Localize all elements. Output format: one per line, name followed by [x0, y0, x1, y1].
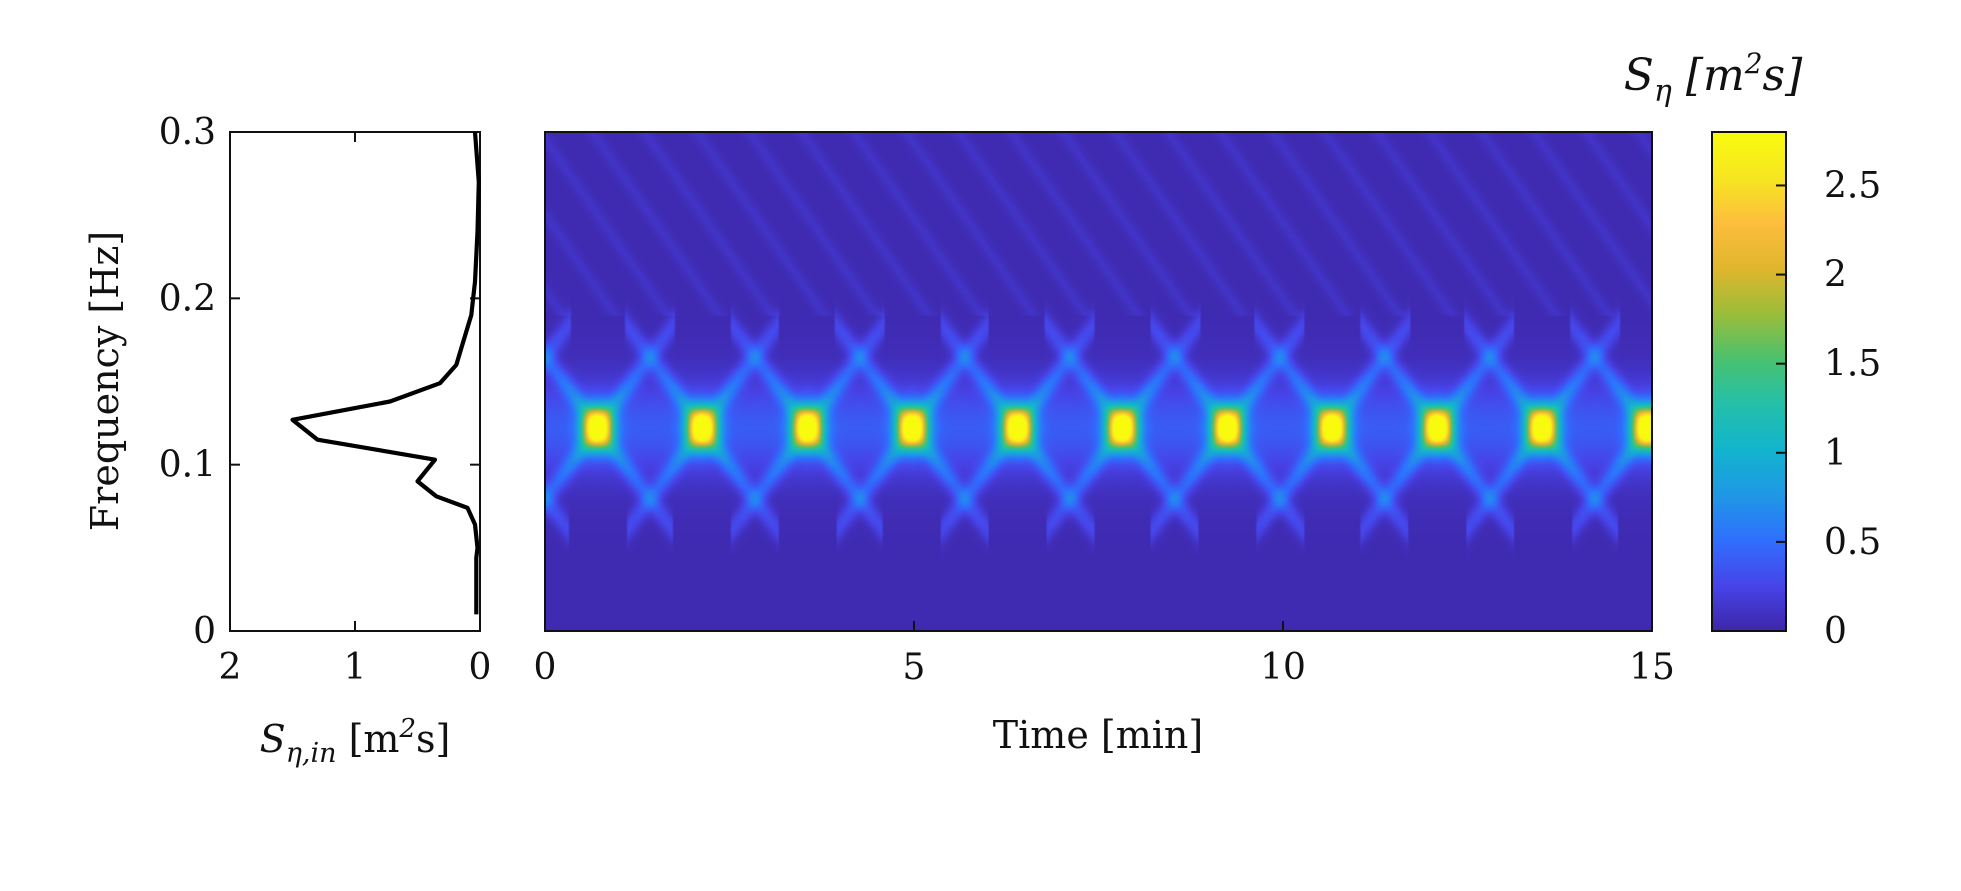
input-spectrum-ticks: 0 0.1 0.2 0.3 2 1 0: [159, 112, 492, 688]
colorbar-title: Sη [m2s]: [1624, 47, 1803, 109]
frequency-axis-label: Frequency [Hz]: [83, 231, 127, 531]
input-spectrum-x-label-unit-close: s]: [416, 717, 450, 761]
colorbar: 00.511.522.5 Sη [m2s]: [1624, 47, 1882, 652]
input-spectrum-x-label-unit-sup: 2: [398, 714, 416, 744]
spectrogram-panel: 0 5 10 15 Time [min]: [534, 131, 1675, 757]
time-tick-label: 0: [534, 647, 557, 688]
colorbar-tick-label: 0.5: [1824, 522, 1881, 563]
colorbar-title-unit-open: [m: [1672, 50, 1745, 101]
y-tick-label: 0.3: [159, 112, 216, 153]
colorbar-gradient: [1712, 132, 1786, 631]
y-tick-label: 0.2: [159, 278, 216, 319]
colorbar-title-main: S: [1624, 50, 1654, 101]
x-tick-label: 0: [469, 647, 492, 688]
input-spectrum-x-label-main: S: [260, 717, 286, 761]
time-tick-label: 5: [903, 647, 926, 688]
input-spectrum-x-label: Sη,in [m2s]: [260, 714, 451, 769]
colorbar-tick-label: 2.5: [1824, 165, 1881, 206]
y-tick-label: 0.1: [159, 445, 216, 486]
time-tick-label: 15: [1629, 647, 1675, 688]
colorbar-tick-label: 0: [1824, 611, 1847, 652]
spectrogram-axes-box: [544, 131, 1653, 632]
colorbar-title-unit-sup: 2: [1744, 47, 1763, 80]
y-tick-label: 0: [193, 611, 216, 652]
colorbar-title-sub: η: [1654, 74, 1672, 109]
input-spectrum-panel: 00.10.20.32 1 0 Frequency [Hz] Sη,in [m2s]: [83, 112, 491, 769]
x-tick-label: 2: [219, 647, 242, 688]
input-spectrum-x-label-sub: η,in: [286, 738, 337, 769]
input-spectrum-line: [290, 131, 481, 615]
colorbar-tick-label: 1: [1824, 433, 1847, 474]
colorbar-ticks: 0 0.5 1 1.5 2 2.5: [1776, 165, 1881, 652]
colorbar-box: [1711, 131, 1787, 632]
x-tick-label: 1: [344, 647, 367, 688]
time-tick-label: 10: [1260, 647, 1306, 688]
colorbar-tick-label: 1.5: [1824, 344, 1881, 385]
input-spectrum-x-label-unit-open: [m: [337, 717, 400, 761]
time-axis-label: Time [min]: [993, 713, 1203, 757]
spectrogram-heatmap: [545, 132, 1652, 631]
colorbar-title-unit-close: s]: [1763, 50, 1804, 101]
colorbar-tick-label: 2: [1824, 255, 1847, 296]
spectrogram-ticks: 0 5 10 15: [534, 621, 1675, 688]
